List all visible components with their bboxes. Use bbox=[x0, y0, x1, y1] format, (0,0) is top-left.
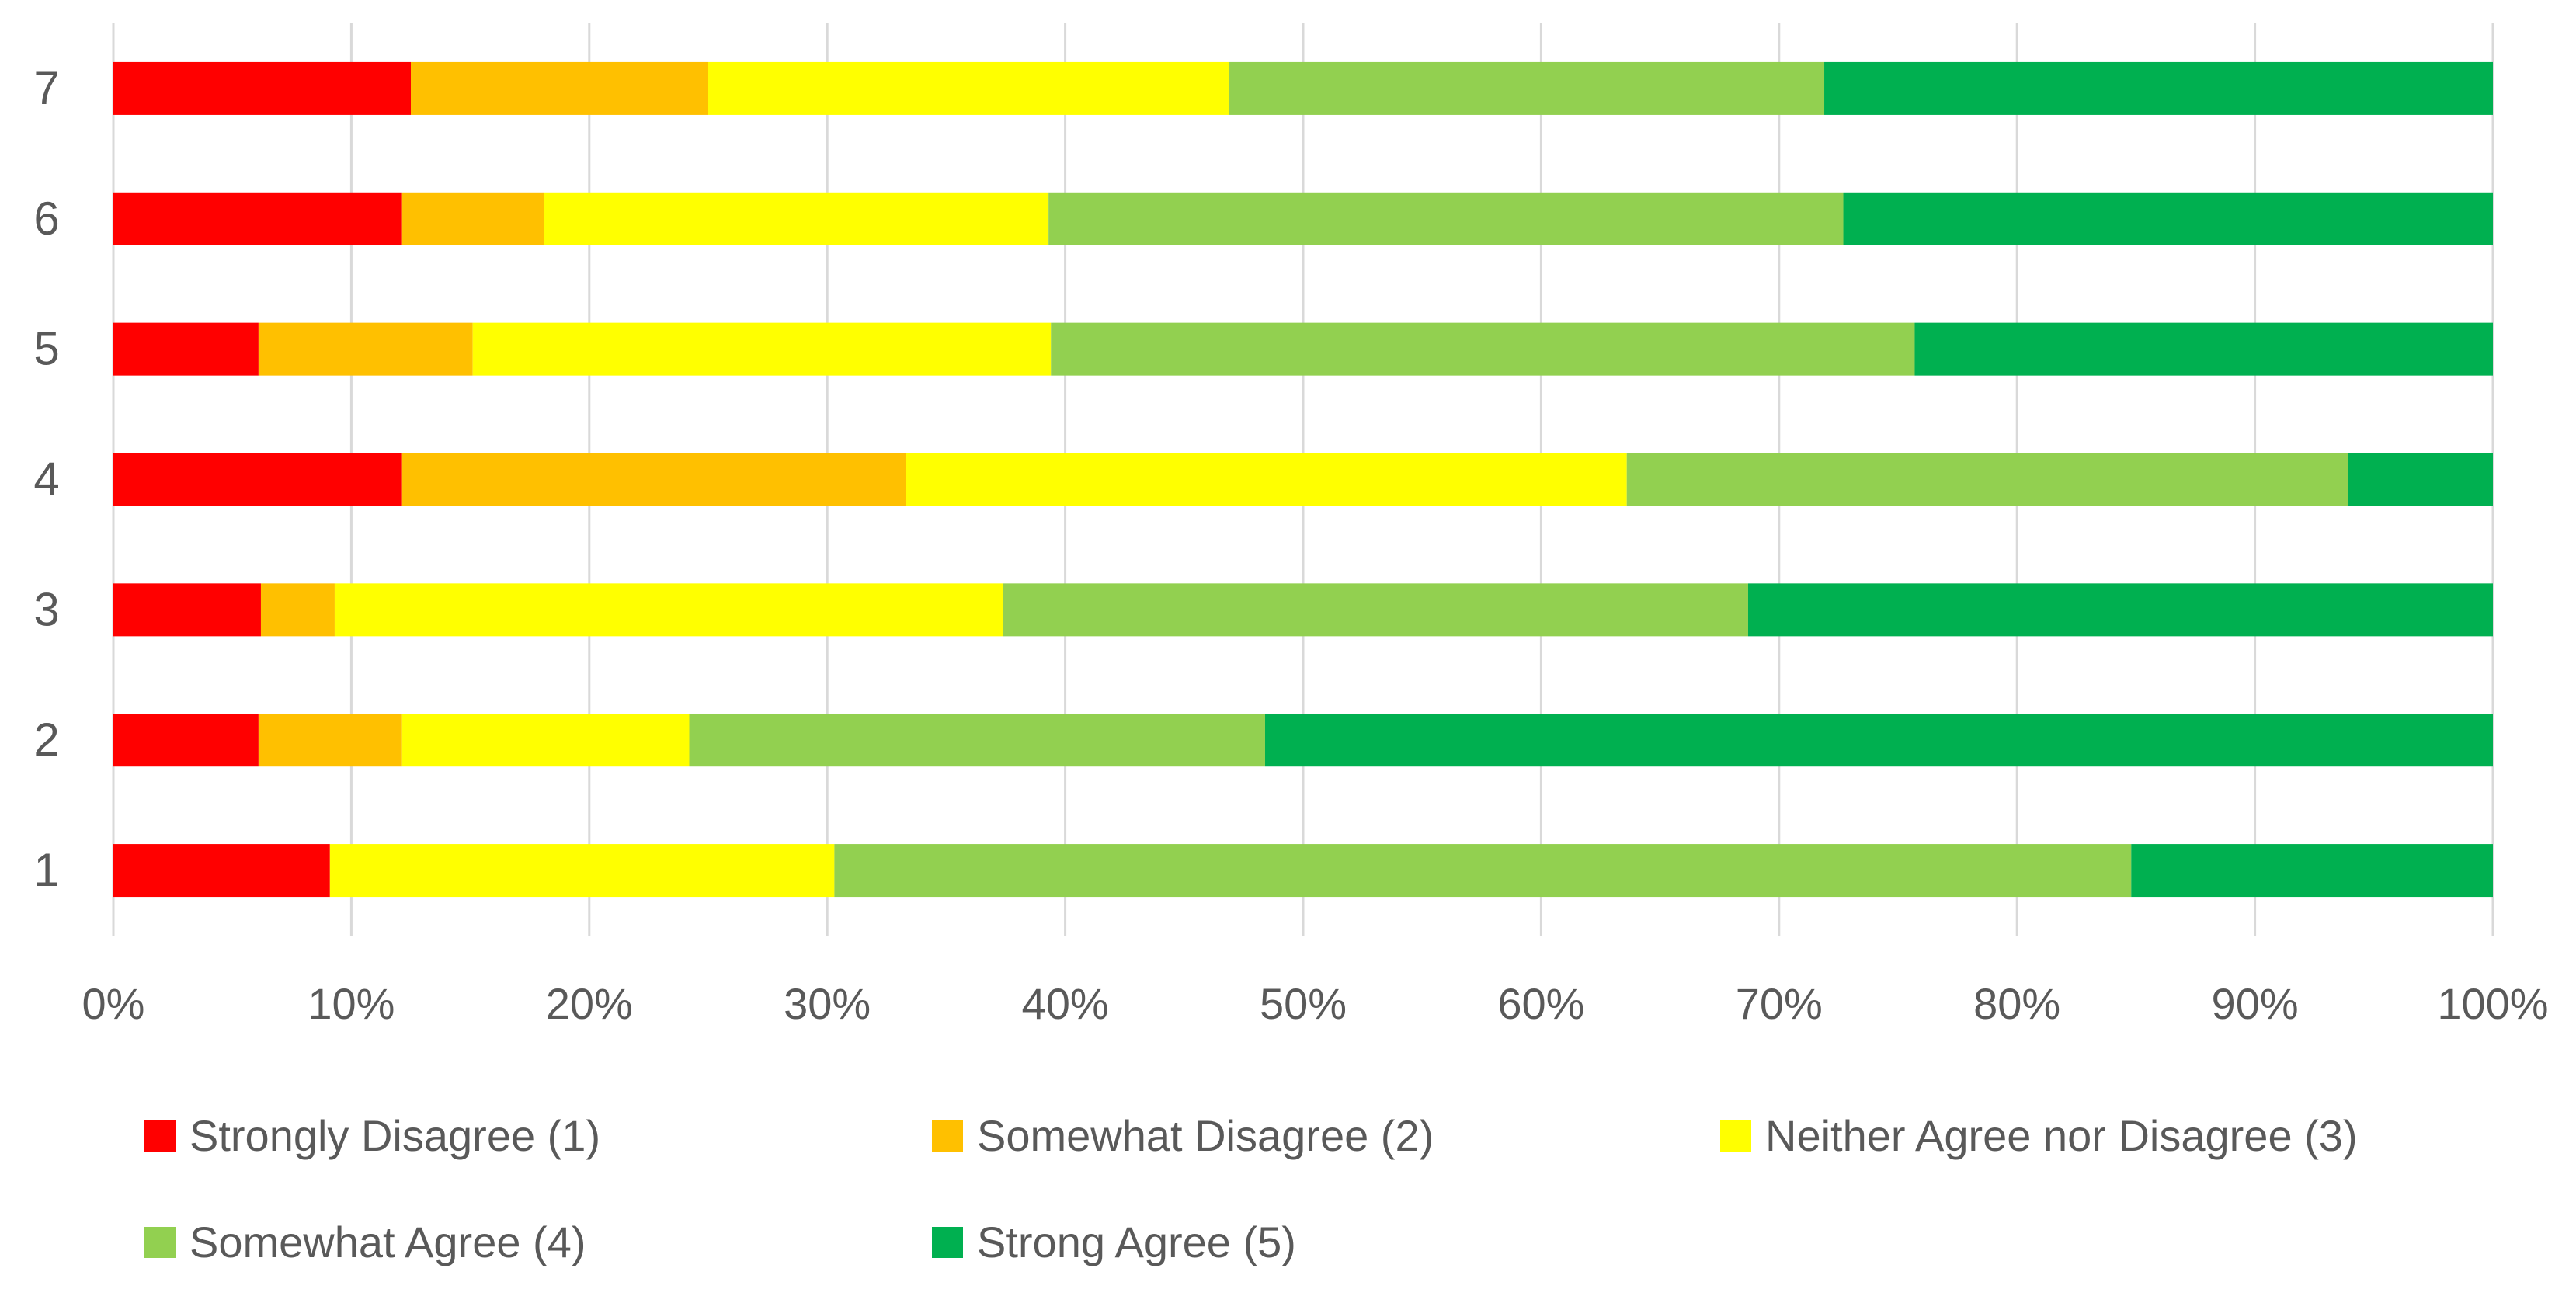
axes: 0% 10% 20% 30% 40% 50% 60% 70% 80% 90% 100% 1 2 3 4 5 6 7 bbox=[33, 62, 2548, 1028]
legend-item-3[interactable]: Neither Agree nor Disagree (3) bbox=[1720, 1111, 2358, 1160]
x-tick-label: 50% bbox=[1260, 979, 1347, 1028]
y-tick-label: 4 bbox=[33, 453, 59, 506]
y-tick-label: 1 bbox=[33, 844, 59, 896]
bar-segment-2-series-1 bbox=[113, 714, 259, 767]
bar-segment-3-series-4 bbox=[1003, 583, 1748, 637]
legend-label: Neither Agree nor Disagree (3) bbox=[1765, 1111, 2358, 1160]
bar-segment-2-series-4 bbox=[689, 714, 1265, 767]
legend-swatch bbox=[144, 1227, 176, 1258]
bar-segment-7-series-5 bbox=[1824, 61, 2493, 115]
y-tick-label: 6 bbox=[33, 193, 59, 245]
legend-item-4[interactable]: Somewhat Agree (4) bbox=[144, 1218, 586, 1266]
bar-segment-7-series-3 bbox=[708, 61, 1230, 115]
bar-segment-3-series-5 bbox=[1747, 583, 2493, 637]
bar-segment-5-series-1 bbox=[113, 322, 259, 376]
bar-segment-3-series-3 bbox=[334, 583, 1003, 637]
y-tick-label: 5 bbox=[33, 323, 59, 375]
legend-label: Strongly Disagree (1) bbox=[189, 1111, 600, 1160]
bar-segment-6-series-1 bbox=[113, 192, 402, 245]
bar-segment-4-series-5 bbox=[2348, 453, 2493, 506]
legend-swatch bbox=[1720, 1120, 1751, 1152]
bar-segment-7-series-4 bbox=[1229, 61, 1825, 115]
legend[interactable]: Strongly Disagree (1) Somewhat Disagree (… bbox=[144, 1111, 2358, 1266]
bar-segment-2-series-2 bbox=[258, 714, 402, 767]
x-tick-label: 60% bbox=[1497, 979, 1584, 1028]
bars bbox=[113, 61, 2493, 898]
bar-segment-4-series-3 bbox=[906, 453, 1627, 506]
x-tick-label: 30% bbox=[784, 979, 871, 1028]
bar-segment-6-series-5 bbox=[1843, 192, 2493, 245]
y-tick-label: 3 bbox=[33, 583, 59, 635]
x-tick-label: 20% bbox=[546, 979, 633, 1028]
legend-swatch bbox=[144, 1120, 176, 1152]
legend-label: Somewhat Disagree (2) bbox=[977, 1111, 1434, 1160]
legend-label: Somewhat Agree (4) bbox=[189, 1218, 586, 1266]
legend-swatch bbox=[932, 1227, 963, 1258]
legend-item-2[interactable]: Somewhat Disagree (2) bbox=[932, 1111, 1434, 1160]
legend-label: Strong Agree (5) bbox=[977, 1218, 1296, 1266]
bar-segment-7-series-2 bbox=[411, 61, 708, 115]
bar-segment-3-series-2 bbox=[260, 583, 335, 637]
x-tick-label: 40% bbox=[1022, 979, 1109, 1028]
x-tick-label: 80% bbox=[1973, 979, 2060, 1028]
bar-segment-4-series-4 bbox=[1626, 453, 2348, 506]
legend-item-1[interactable]: Strongly Disagree (1) bbox=[144, 1111, 600, 1160]
bar-segment-4-series-1 bbox=[113, 453, 402, 506]
bar-segment-6-series-2 bbox=[401, 192, 544, 245]
bar-segment-4-series-2 bbox=[401, 453, 906, 506]
bar-segment-2-series-5 bbox=[1264, 714, 2493, 767]
bar-segment-5-series-3 bbox=[472, 322, 1052, 376]
bar-segment-3-series-1 bbox=[113, 583, 261, 637]
bar-segment-1-series-4 bbox=[834, 844, 2132, 898]
bar-segment-5-series-4 bbox=[1051, 322, 1915, 376]
y-tick-label: 2 bbox=[33, 714, 59, 766]
legend-swatch bbox=[932, 1120, 963, 1152]
bar-segment-7-series-1 bbox=[113, 61, 411, 115]
legend-item-5[interactable]: Strong Agree (5) bbox=[932, 1218, 1296, 1266]
x-tick-label: 0% bbox=[82, 979, 145, 1028]
bar-segment-5-series-2 bbox=[258, 322, 473, 376]
bar-segment-1-series-1 bbox=[113, 844, 330, 898]
bar-segment-6-series-4 bbox=[1048, 192, 1844, 245]
y-tick-label: 7 bbox=[33, 62, 59, 114]
x-tick-label: 100% bbox=[2437, 979, 2548, 1028]
x-tick-label: 10% bbox=[308, 979, 395, 1028]
x-tick-label: 70% bbox=[1736, 979, 1823, 1028]
bar-segment-1-series-3 bbox=[329, 844, 835, 898]
bar-segment-5-series-5 bbox=[1914, 322, 2493, 376]
bar-segment-6-series-3 bbox=[544, 192, 1049, 245]
bar-segment-2-series-3 bbox=[401, 714, 690, 767]
x-tick-label: 90% bbox=[2212, 979, 2299, 1028]
bar-segment-1-series-5 bbox=[2131, 844, 2493, 898]
